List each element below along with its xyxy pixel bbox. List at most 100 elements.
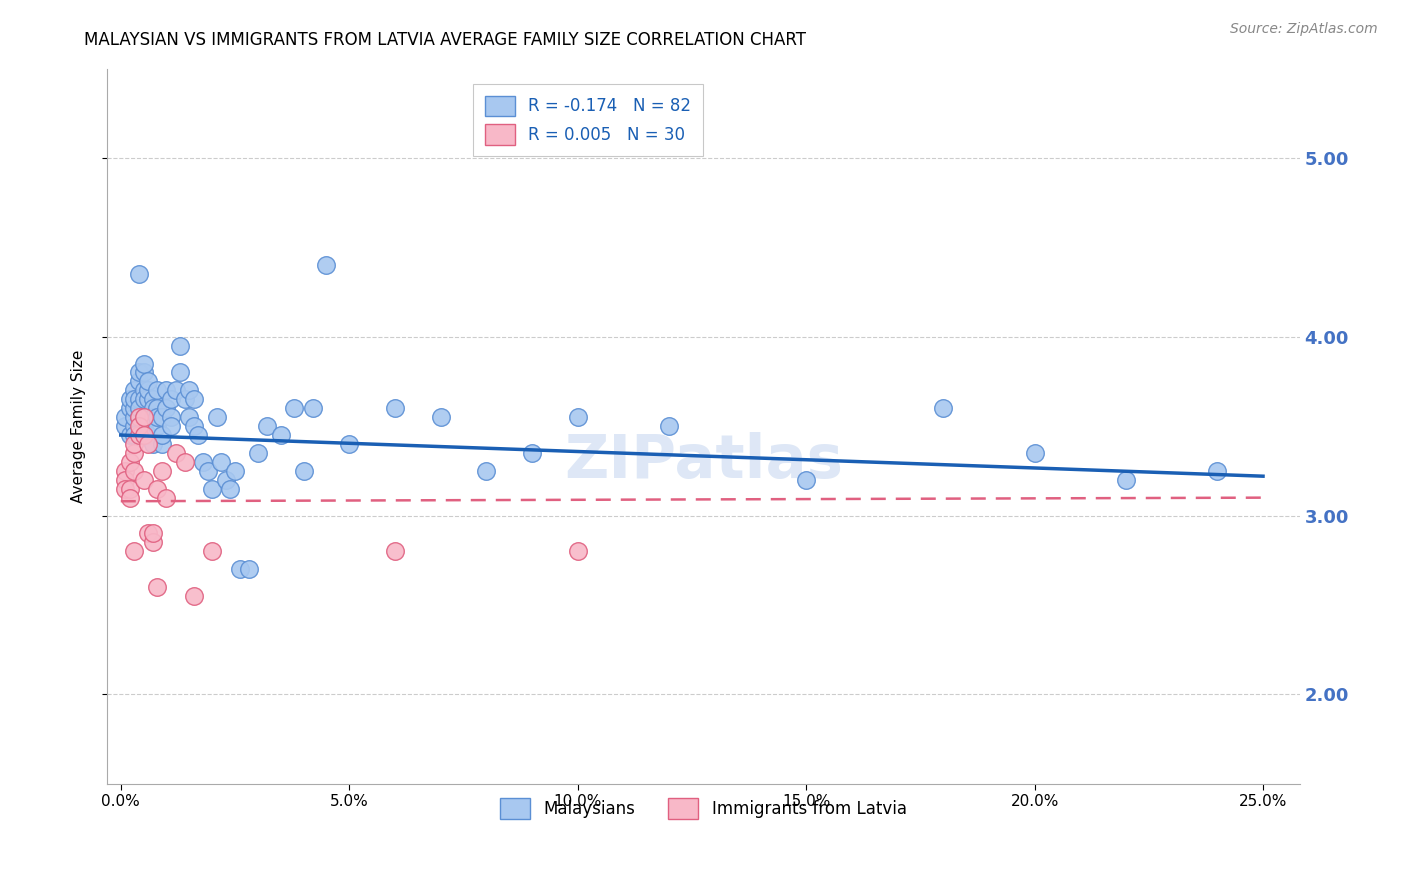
- Point: [384, 544, 406, 558]
- Point: [315, 258, 337, 272]
- Point: [146, 482, 169, 496]
- Point: [179, 384, 201, 398]
- Point: [118, 428, 141, 442]
- Point: [169, 339, 191, 353]
- Point: [160, 419, 183, 434]
- Point: [146, 419, 169, 434]
- Point: [270, 428, 292, 442]
- Point: [114, 419, 136, 434]
- Point: [128, 410, 150, 425]
- Point: [136, 392, 159, 407]
- Point: [136, 410, 159, 425]
- Point: [169, 366, 191, 380]
- Point: [128, 410, 150, 425]
- Point: [520, 446, 543, 460]
- Point: [209, 455, 232, 469]
- Text: ZIPatlas: ZIPatlas: [564, 433, 842, 491]
- Point: [124, 437, 146, 451]
- Point: [146, 384, 169, 398]
- Point: [429, 410, 451, 425]
- Point: [165, 384, 187, 398]
- Point: [160, 392, 183, 407]
- Point: [173, 455, 195, 469]
- Point: [132, 384, 155, 398]
- Point: [146, 580, 169, 594]
- Point: [124, 401, 146, 416]
- Point: [219, 482, 242, 496]
- Point: [128, 428, 150, 442]
- Point: [301, 401, 323, 416]
- Point: [124, 464, 146, 478]
- Point: [205, 410, 228, 425]
- Point: [155, 384, 177, 398]
- Point: [160, 410, 183, 425]
- Point: [118, 401, 141, 416]
- Point: [932, 401, 955, 416]
- Point: [128, 419, 150, 434]
- Point: [124, 544, 146, 558]
- Point: [124, 410, 146, 425]
- Point: [146, 401, 169, 416]
- Point: [197, 464, 219, 478]
- Point: [155, 401, 177, 416]
- Point: [173, 392, 195, 407]
- Point: [567, 410, 589, 425]
- Point: [132, 392, 155, 407]
- Point: [136, 437, 159, 451]
- Text: MALAYSIAN VS IMMIGRANTS FROM LATVIA AVERAGE FAMILY SIZE CORRELATION CHART: MALAYSIAN VS IMMIGRANTS FROM LATVIA AVER…: [84, 31, 807, 49]
- Point: [337, 437, 360, 451]
- Point: [283, 401, 305, 416]
- Point: [132, 366, 155, 380]
- Point: [142, 526, 165, 541]
- Point: [150, 428, 173, 442]
- Point: [794, 473, 817, 487]
- Point: [132, 410, 155, 425]
- Point: [165, 446, 187, 460]
- Point: [132, 473, 155, 487]
- Point: [183, 392, 205, 407]
- Point: [201, 482, 224, 496]
- Point: [142, 410, 165, 425]
- Point: [118, 455, 141, 469]
- Point: [132, 410, 155, 425]
- Point: [384, 401, 406, 416]
- Point: [183, 589, 205, 603]
- Point: [142, 535, 165, 549]
- Y-axis label: Average Family Size: Average Family Size: [72, 350, 86, 503]
- Point: [124, 428, 146, 442]
- Point: [146, 410, 169, 425]
- Point: [114, 473, 136, 487]
- Point: [128, 392, 150, 407]
- Point: [256, 419, 278, 434]
- Text: Source: ZipAtlas.com: Source: ZipAtlas.com: [1230, 22, 1378, 37]
- Point: [114, 410, 136, 425]
- Point: [1024, 446, 1046, 460]
- Point: [567, 544, 589, 558]
- Point: [136, 526, 159, 541]
- Point: [136, 384, 159, 398]
- Point: [132, 419, 155, 434]
- Point: [228, 562, 250, 576]
- Point: [128, 366, 150, 380]
- Point: [246, 446, 269, 460]
- Point: [1206, 464, 1229, 478]
- Point: [1115, 473, 1137, 487]
- Point: [128, 401, 150, 416]
- Point: [224, 464, 246, 478]
- Point: [118, 482, 141, 496]
- Point: [150, 410, 173, 425]
- Point: [292, 464, 315, 478]
- Point: [150, 464, 173, 478]
- Point: [150, 437, 173, 451]
- Point: [132, 357, 155, 371]
- Point: [114, 482, 136, 496]
- Point: [114, 464, 136, 478]
- Point: [142, 437, 165, 451]
- Point: [136, 375, 159, 389]
- Point: [191, 455, 214, 469]
- Point: [201, 544, 224, 558]
- Point: [128, 375, 150, 389]
- Point: [124, 446, 146, 460]
- Point: [124, 419, 146, 434]
- Point: [136, 428, 159, 442]
